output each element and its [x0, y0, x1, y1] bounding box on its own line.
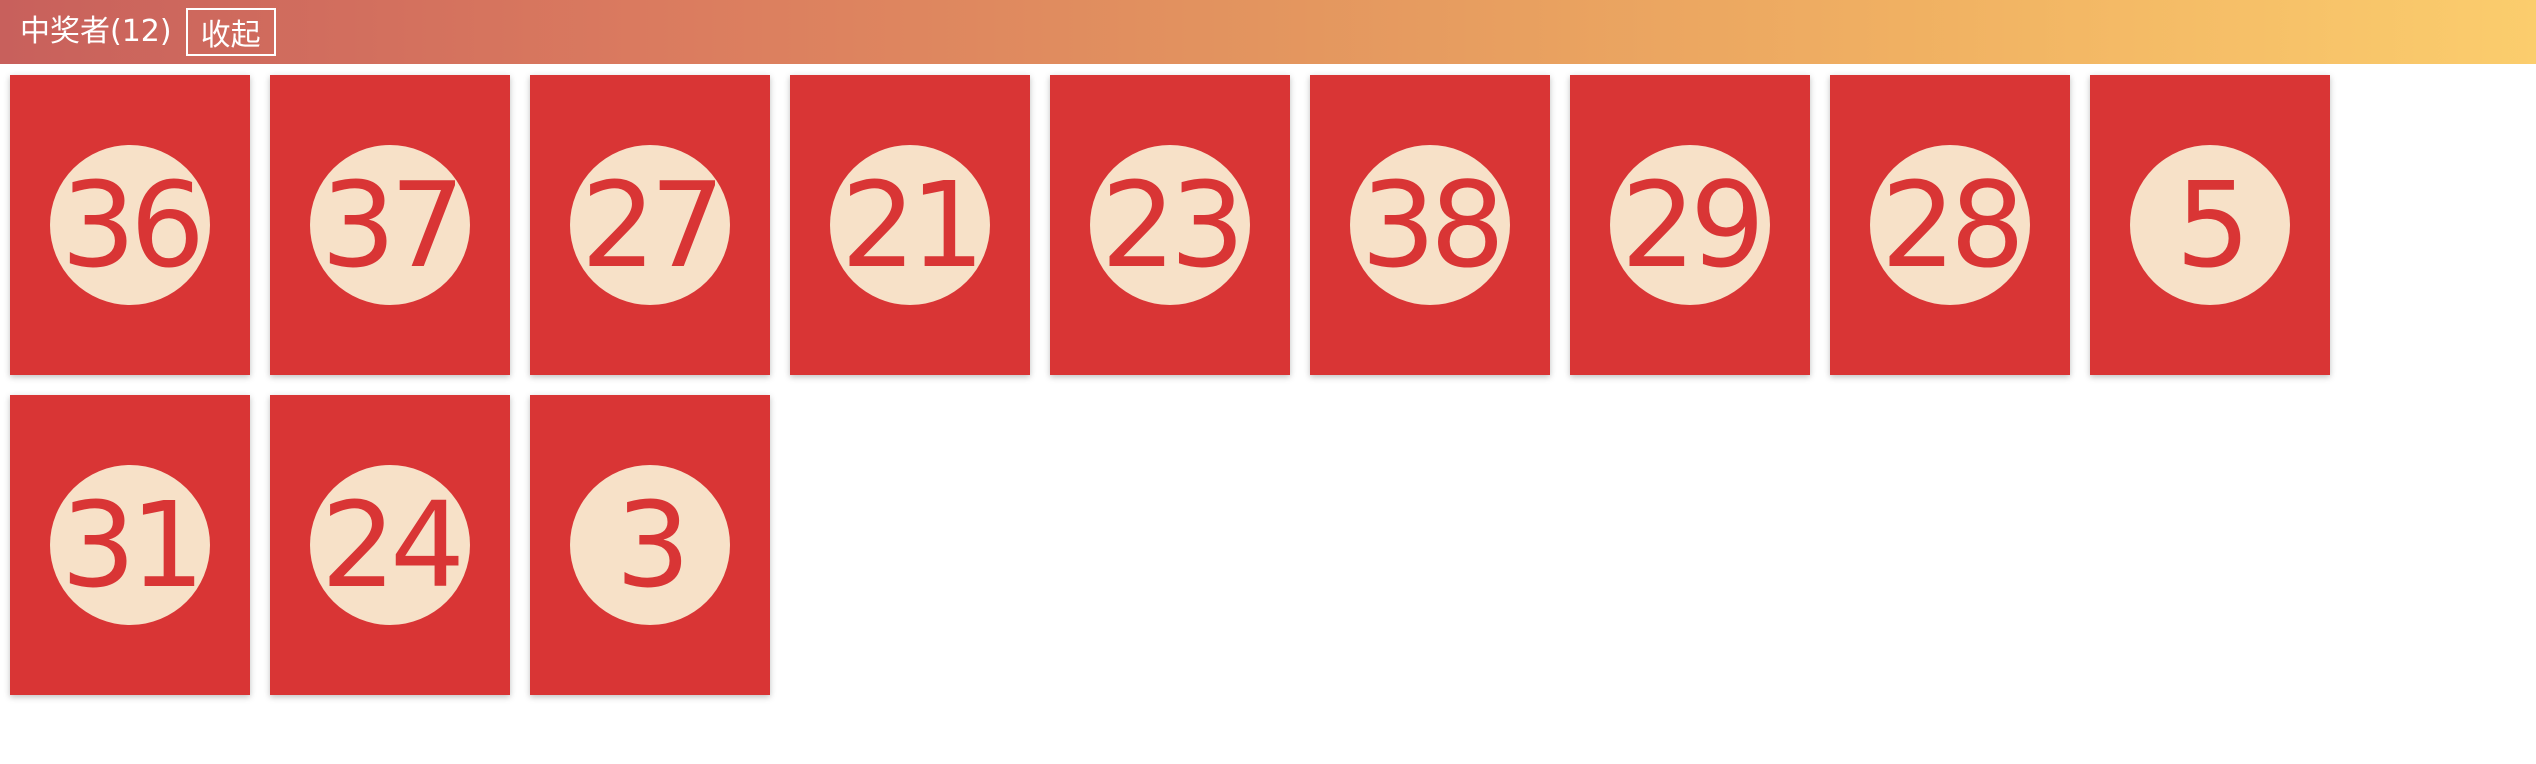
winner-card[interactable]: 38 — [1310, 75, 1550, 375]
winners-title: 中奖者(12) — [20, 14, 172, 49]
winner-number-ball: 27 — [570, 145, 730, 305]
winner-number-ball: 5 — [2130, 145, 2290, 305]
winner-number-ball: 24 — [310, 465, 470, 625]
winner-number-ball: 23 — [1090, 145, 1250, 305]
winner-card[interactable]: 36 — [10, 75, 250, 375]
collapse-button[interactable]: 收起 — [185, 8, 276, 56]
winner-number-ball: 29 — [1610, 145, 1770, 305]
winner-number-ball: 31 — [50, 465, 210, 625]
winner-card[interactable]: 21 — [790, 75, 1030, 375]
winner-number-ball: 37 — [310, 145, 470, 305]
winner-card[interactable]: 27 — [530, 75, 770, 375]
winner-number-ball: 28 — [1870, 145, 2030, 305]
winners-grid: 36 37 27 21 23 38 29 28 5 31 24 3 — [10, 75, 2370, 695]
winner-number-ball: 36 — [50, 145, 210, 305]
winner-card[interactable]: 24 — [270, 395, 510, 695]
winner-number-ball: 21 — [830, 145, 990, 305]
winner-card[interactable]: 23 — [1050, 75, 1290, 375]
winner-card[interactable]: 5 — [2090, 75, 2330, 375]
winner-number-ball: 38 — [1350, 145, 1510, 305]
winner-card[interactable]: 37 — [270, 75, 510, 375]
winner-card[interactable]: 3 — [530, 395, 770, 695]
winner-card[interactable]: 29 — [1570, 75, 1810, 375]
winner-card[interactable]: 31 — [10, 395, 250, 695]
winner-card[interactable]: 28 — [1830, 75, 2070, 375]
winner-number-ball: 3 — [570, 465, 730, 625]
winners-header-bar: 中奖者(12) 收起 — [0, 0, 2536, 64]
